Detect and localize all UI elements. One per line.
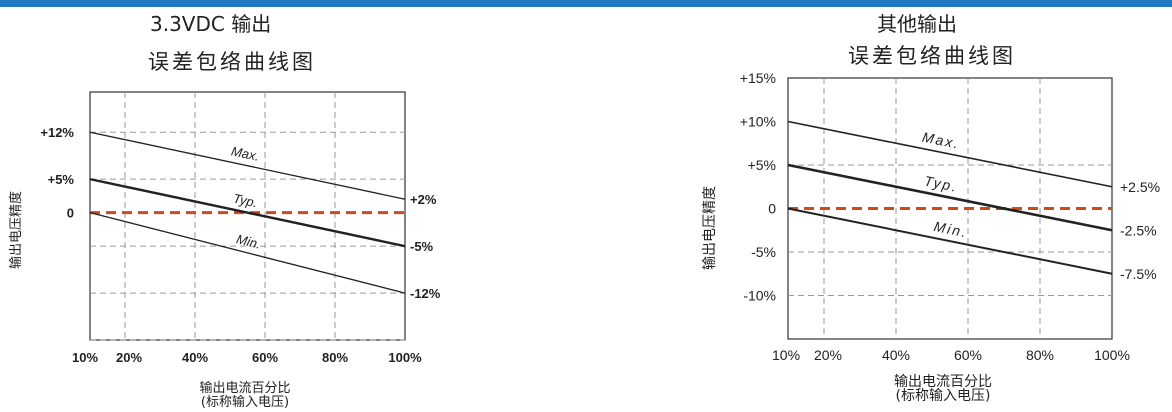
chart1-y-tick-label: 0 (67, 206, 74, 221)
chart2-series-end-label: +2.5% (1120, 179, 1160, 195)
chart2-x-tick-label: 40% (882, 347, 910, 363)
chart2-y-tick-label: +10% (740, 114, 776, 130)
chart2-title: 其他输出 (877, 12, 957, 36)
chart1-series-end-label: +2% (410, 192, 437, 207)
chart2-x-tick-label: 10% (772, 347, 800, 363)
chart2-series-line (787, 207, 1113, 275)
chart2-x-axis-subtitle: (标称输入电压) (896, 388, 991, 404)
chart1-x-tick-label: 10% (72, 350, 98, 365)
chart2-subtitle: 误差包络曲线图 (848, 44, 1016, 68)
chart1-x-axis-title: 输出电流百分比 (199, 380, 290, 396)
chart2-x-axis-title: 输出电流百分比 (894, 374, 992, 390)
chart1-series-end-label: -5% (410, 239, 434, 254)
chart1-x-axis-subtitle: (标称输入电压) (201, 394, 289, 410)
chart2-series-line (787, 120, 1113, 188)
chart2-series-end-label: -2.5% (1120, 222, 1157, 238)
chart1-x-tick-label: 80% (322, 350, 348, 365)
chart1-subtitle: 误差包络曲线图 (148, 50, 316, 74)
chart1-x-tick-label: 60% (252, 350, 278, 365)
chart2-y-tick-label: -5% (751, 244, 776, 260)
chart2-y-tick-label: -10% (743, 288, 776, 304)
chart2-series-name-label: Typ. (923, 173, 960, 195)
chart2-y-tick-label: +15% (740, 70, 776, 86)
chart1-series-name-label: Min. (235, 231, 263, 252)
chart2-series-end-label: -7.5% (1120, 266, 1157, 282)
chart1-title: 3.3VDC 输出 (150, 12, 272, 36)
chart1-series-end-label: -12% (410, 286, 441, 301)
chart2-x-tick-label: 80% (1026, 347, 1054, 363)
chart1-x-tick-label: 100% (388, 350, 422, 365)
chart1-plot-frame (89, 91, 406, 341)
chart2-series-name-label: Min. (933, 218, 970, 240)
chart1-y-axis-title: 输出电压精度 (8, 191, 24, 269)
chart2-y-tick-label: 0 (768, 201, 776, 217)
chart2-series-line (787, 163, 1113, 232)
chart1-x-tick-label: 40% (182, 350, 208, 365)
chart1-y-tick-label: +12% (40, 125, 74, 140)
chart1-x-tick-label: 20% (116, 350, 142, 365)
chart2-y-axis-title: 输出电压精度 (702, 186, 718, 270)
chart1-series-line (89, 177, 406, 248)
chart1-series-name-label: Max. (230, 143, 261, 164)
chart1-y-tick-label: +5% (48, 172, 75, 187)
chart2-x-tick-label: 60% (954, 347, 982, 363)
chart1-series-line (89, 131, 406, 200)
chart2-series-name-label: Max. (921, 129, 962, 152)
chart1-series-name-label: Typ. (232, 191, 259, 211)
chart1-svg: +12% +5% 0 10% 20% 40% 60% 80% 100% +2% Max. -5% Typ… (8, 91, 441, 410)
chart2-y-tick-label: +5% (748, 157, 776, 173)
chart2-x-tick-label: 20% (814, 347, 842, 363)
chart2-x-tick-label: 100% (1094, 347, 1130, 363)
chart1-series-line (89, 212, 406, 294)
top-accent-bar (0, 0, 1172, 7)
